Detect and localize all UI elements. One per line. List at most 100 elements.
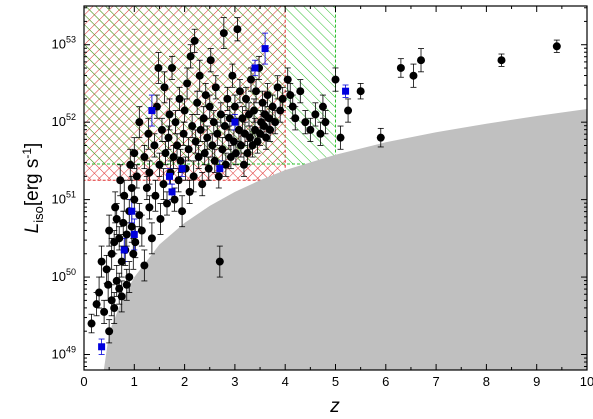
data-point-square — [130, 230, 138, 238]
data-point — [204, 164, 213, 173]
data-point — [105, 327, 114, 336]
x-tick-label: 10 — [580, 374, 593, 389]
data-point — [258, 98, 267, 107]
y-axis-label: Liso[erg s-1] — [20, 143, 46, 234]
data-point — [235, 87, 244, 96]
y-tick-exp: 49 — [66, 345, 76, 355]
data-point — [145, 203, 154, 212]
detection-threshold-area — [101, 109, 587, 370]
y-tick-base: 10 — [52, 269, 66, 284]
threshold-layer — [101, 109, 587, 370]
data-point — [120, 191, 129, 200]
data-point — [131, 238, 140, 247]
data-point — [170, 195, 179, 204]
data-point — [140, 153, 149, 162]
data-point-square — [128, 207, 136, 215]
data-point — [218, 145, 227, 154]
data-point — [188, 122, 197, 131]
y-axis-label-sub: iso — [31, 206, 46, 223]
data-point — [151, 191, 160, 200]
x-tick-label: 9 — [533, 374, 540, 389]
data-point — [263, 91, 272, 100]
y-axis-label-main: L — [22, 223, 43, 234]
data-point — [175, 94, 184, 103]
data-point — [250, 106, 259, 115]
y-axis-label-units-sup: -1 — [20, 148, 34, 159]
data-point — [104, 280, 113, 289]
y-tick-exp: 50 — [66, 267, 76, 277]
data-point — [115, 284, 124, 293]
data-point — [154, 63, 163, 72]
data-point — [189, 172, 198, 181]
data-point-square — [168, 188, 176, 196]
data-point — [179, 129, 188, 138]
data-point — [111, 203, 120, 212]
x-tick-label: 5 — [332, 374, 339, 389]
data-point — [126, 160, 135, 169]
data-point — [396, 63, 405, 72]
data-point — [173, 141, 182, 150]
data-point — [115, 234, 124, 243]
data-point — [129, 249, 138, 258]
data-point — [228, 71, 237, 80]
data-point — [102, 265, 111, 274]
data-point — [125, 273, 134, 282]
y-axis-label-units: [erg s — [22, 159, 43, 207]
data-point — [208, 141, 217, 150]
data-point — [318, 102, 327, 111]
data-point — [233, 25, 242, 34]
data-point — [262, 133, 271, 142]
data-point — [107, 249, 116, 258]
data-point — [243, 149, 252, 158]
data-point — [147, 234, 156, 243]
data-point — [211, 83, 220, 92]
data-point — [195, 71, 204, 80]
data-point — [311, 110, 320, 119]
y-tick-exp: 51 — [66, 190, 76, 200]
data-point — [95, 288, 104, 297]
y-tick-exp: 52 — [66, 112, 76, 122]
x-tick-label: 2 — [181, 374, 188, 389]
data-point — [245, 133, 254, 142]
data-point — [127, 222, 136, 231]
data-point — [169, 153, 178, 162]
data-point — [376, 133, 385, 142]
y-tick-label: 1050 — [52, 267, 76, 284]
data-point — [112, 276, 121, 285]
x-tick-label: 0 — [80, 374, 87, 389]
data-point — [417, 56, 426, 65]
data-point — [198, 180, 207, 189]
data-point — [219, 29, 228, 38]
x-tick-label: 7 — [432, 374, 439, 389]
data-point — [145, 168, 154, 177]
data-point — [214, 172, 223, 181]
data-point — [296, 87, 305, 96]
data-point — [273, 83, 282, 92]
data-point — [97, 257, 106, 266]
data-point — [234, 125, 243, 134]
regions-layer — [84, 6, 336, 181]
data-point — [185, 187, 194, 196]
data-point — [238, 114, 247, 123]
data-point-square — [251, 64, 259, 72]
data-point — [231, 149, 240, 158]
data-point — [256, 129, 265, 138]
data-point — [344, 106, 353, 115]
data-point — [150, 141, 159, 150]
y-tick-label: 1049 — [52, 345, 76, 362]
data-point — [162, 199, 171, 208]
data-point — [206, 56, 215, 65]
data-point — [122, 280, 131, 289]
data-point — [215, 257, 224, 266]
y-axis-label-units-close: ] — [22, 143, 43, 148]
data-point — [119, 218, 128, 227]
data-point — [180, 106, 189, 115]
data-point — [497, 56, 506, 65]
data-point — [157, 125, 166, 134]
data-point-square — [166, 172, 174, 180]
data-point — [164, 133, 173, 142]
y-tick-base: 10 — [52, 114, 66, 129]
data-point — [246, 75, 255, 84]
data-point — [127, 184, 136, 192]
y-tick-label: 1051 — [52, 190, 76, 207]
